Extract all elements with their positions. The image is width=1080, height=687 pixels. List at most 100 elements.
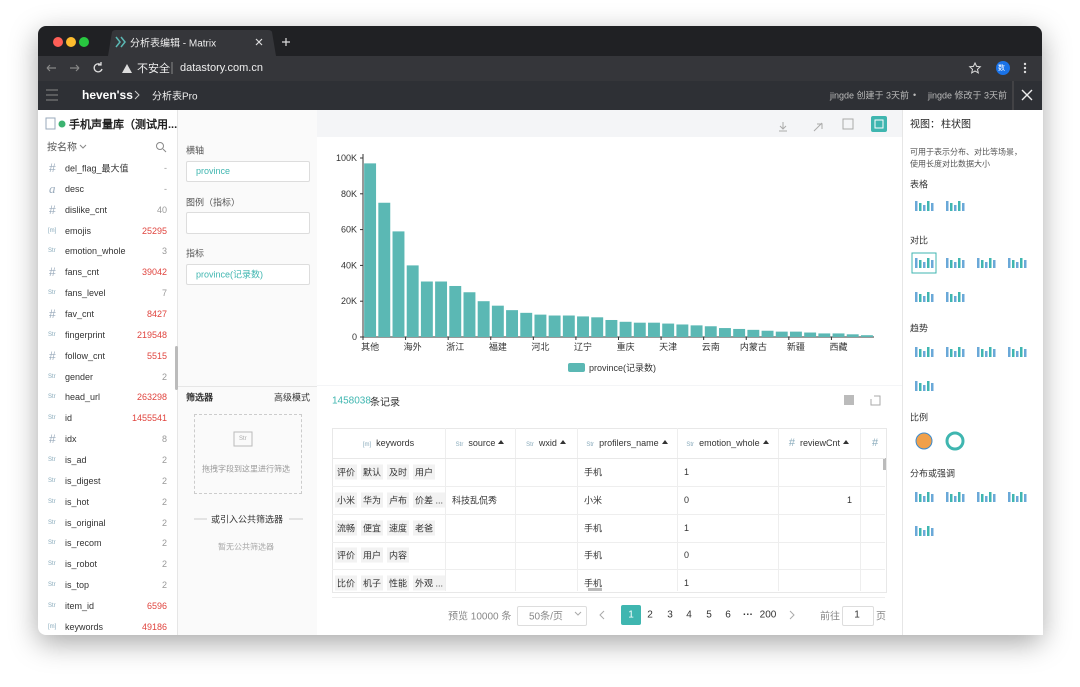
column-header[interactable]: Str source bbox=[445, 438, 515, 448]
settings-icon[interactable] bbox=[842, 118, 854, 130]
sort-icon[interactable] bbox=[559, 440, 566, 444]
advanced-mode[interactable]: 高级模式 bbox=[273, 392, 310, 403]
field-name[interactable]: is_top bbox=[65, 580, 90, 591]
chart-type-icon[interactable] bbox=[911, 252, 937, 274]
zoom-dot[interactable] bbox=[79, 37, 89, 47]
field-name[interactable]: is_recom bbox=[65, 538, 102, 549]
avatar[interactable]: 数 bbox=[998, 65, 1005, 72]
page-size-box[interactable] bbox=[517, 606, 587, 626]
sort-selector[interactable]: 按名称 bbox=[47, 142, 77, 154]
field-name[interactable]: emojis bbox=[65, 225, 92, 236]
field-count: 2 bbox=[161, 496, 167, 507]
dropdown-arrow[interactable] bbox=[79, 144, 87, 149]
field-type: Str bbox=[48, 603, 56, 610]
filter-drop-zone[interactable] bbox=[194, 414, 302, 494]
field-name[interactable]: item_id bbox=[65, 601, 95, 612]
page-arrows[interactable] bbox=[599, 610, 795, 620]
close-dot[interactable] bbox=[53, 37, 63, 47]
field-name[interactable]: emotion_whole bbox=[65, 246, 126, 257]
field-name[interactable]: follow_cnt bbox=[65, 350, 106, 361]
share-icon[interactable] bbox=[813, 122, 823, 132]
column-header[interactable]: Str emotion_whole bbox=[677, 438, 778, 448]
tab-buttons[interactable] bbox=[255, 38, 290, 46]
keyword-tag: 评价 bbox=[335, 464, 358, 480]
reload[interactable] bbox=[93, 62, 103, 73]
x-tick-label: 其他 bbox=[361, 341, 379, 352]
field-name[interactable]: desc bbox=[65, 183, 85, 194]
search-icon[interactable] bbox=[162, 148, 167, 153]
select[interactable] bbox=[186, 264, 310, 285]
field-name[interactable]: id bbox=[65, 413, 73, 424]
field-name[interactable]: fav_cnt bbox=[65, 309, 95, 320]
field-name[interactable]: is_robot bbox=[65, 559, 98, 570]
column-header[interactable]: # reviewCnt bbox=[778, 437, 860, 449]
field-name[interactable]: is_digest bbox=[65, 475, 101, 486]
page-number[interactable]: 5 bbox=[706, 609, 712, 621]
sort-icon[interactable] bbox=[661, 440, 668, 444]
field-name[interactable]: is_hot bbox=[65, 496, 90, 507]
sort-icon[interactable] bbox=[498, 440, 505, 444]
field-name[interactable]: dislike_cnt bbox=[65, 204, 108, 215]
bar bbox=[392, 231, 405, 337]
field-name[interactable]: fans_cnt bbox=[65, 267, 100, 278]
url[interactable]: datastory.com.cn bbox=[180, 62, 263, 74]
bar bbox=[761, 330, 774, 337]
field-name[interactable]: idx bbox=[65, 434, 77, 445]
section-title: 表格 bbox=[910, 179, 929, 190]
field-name[interactable]: is_original bbox=[65, 517, 106, 528]
public-filter[interactable]: 或引入公共筛选器 bbox=[211, 514, 284, 525]
project-name[interactable]: heven'ss bbox=[82, 88, 133, 102]
y-tick-label: 60K bbox=[341, 225, 357, 235]
field-name[interactable]: keywords bbox=[65, 621, 104, 632]
avatar-circle[interactable] bbox=[996, 61, 1010, 75]
page-number[interactable]: 6 bbox=[725, 609, 731, 621]
page-number[interactable]: 4 bbox=[686, 609, 692, 621]
keyword-tag: 默认 bbox=[361, 464, 384, 480]
download-icon[interactable] bbox=[779, 122, 787, 132]
x-tick-label: 内蒙古 bbox=[740, 341, 767, 352]
menu-icon[interactable] bbox=[46, 89, 58, 101]
page-number[interactable]: 200 bbox=[759, 609, 777, 621]
goto-box[interactable] bbox=[842, 606, 874, 626]
select[interactable] bbox=[186, 161, 310, 182]
icon-shape bbox=[919, 260, 922, 268]
field-count: 3 bbox=[161, 246, 167, 257]
field-name[interactable]: fingerprint bbox=[65, 329, 106, 340]
icon-shape bbox=[954, 262, 957, 268]
row-border bbox=[332, 569, 885, 571]
field-type: [m] bbox=[48, 623, 57, 630]
minimize-dot[interactable] bbox=[66, 37, 76, 47]
column-header[interactable]: [m] keywords bbox=[332, 438, 445, 448]
page-number[interactable]: 3 bbox=[667, 609, 673, 621]
field-count: - bbox=[164, 163, 167, 173]
input[interactable] bbox=[186, 212, 310, 234]
field-type: a bbox=[49, 180, 56, 196]
field-name[interactable]: gender bbox=[65, 371, 94, 382]
sort-icon[interactable] bbox=[843, 440, 850, 444]
field-count: 2 bbox=[161, 475, 167, 486]
column-header[interactable]: Str profilers_name bbox=[577, 438, 677, 448]
icon-shape bbox=[962, 294, 965, 302]
active-tab[interactable] bbox=[108, 30, 276, 56]
field-name[interactable]: fans_level bbox=[65, 288, 106, 299]
field-name[interactable]: head_url bbox=[65, 392, 101, 403]
legend-swatch bbox=[568, 363, 585, 372]
header-border bbox=[332, 458, 885, 459]
bar bbox=[420, 281, 433, 337]
page-number[interactable]: 2 bbox=[647, 609, 653, 621]
keyword-tag: 流畅 bbox=[335, 520, 358, 536]
sort-icon[interactable] bbox=[762, 440, 769, 444]
column-header[interactable]: Str wxid bbox=[515, 438, 577, 448]
field-name[interactable]: is_ad bbox=[65, 455, 87, 466]
field-type: Str bbox=[48, 582, 56, 589]
legend-label: province(记录数) bbox=[589, 362, 656, 373]
bookmark-star[interactable] bbox=[968, 61, 982, 74]
nav-arrows[interactable] bbox=[46, 64, 80, 72]
export-button[interactable] bbox=[871, 116, 887, 132]
select-all[interactable] bbox=[844, 395, 854, 405]
open-icon[interactable] bbox=[870, 395, 881, 406]
field-name[interactable]: del_flag_最大值 bbox=[65, 163, 129, 174]
icon-shape bbox=[931, 260, 934, 268]
close-editor[interactable] bbox=[1021, 89, 1033, 101]
page-number[interactable]: 1 bbox=[628, 609, 634, 621]
